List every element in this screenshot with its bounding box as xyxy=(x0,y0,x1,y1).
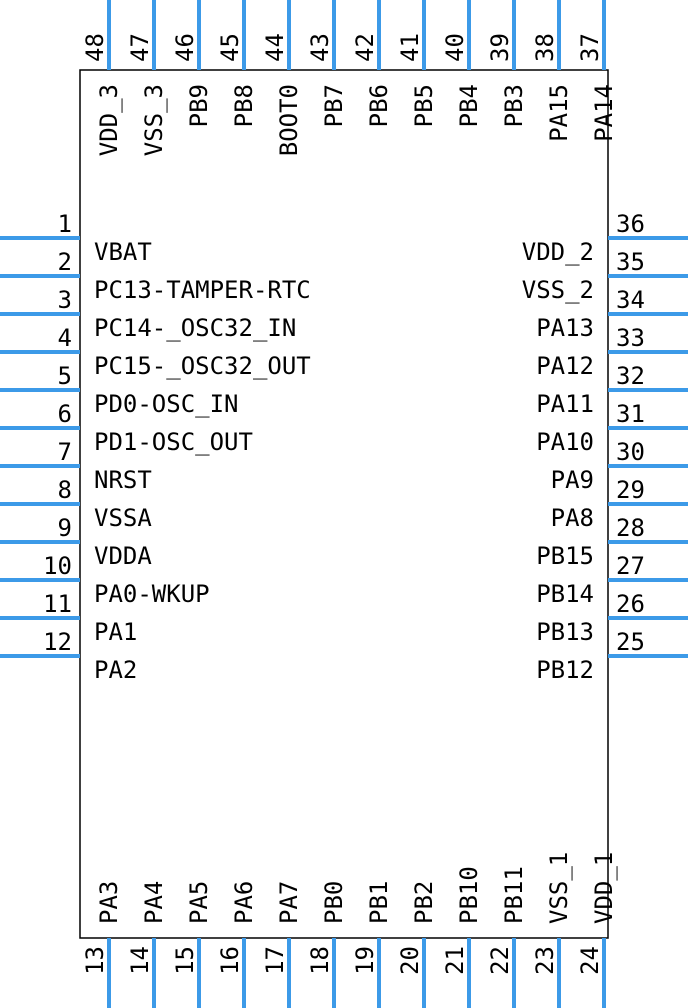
pin-label-25: PB12 xyxy=(536,656,594,684)
pin-label-29: PA8 xyxy=(551,504,594,532)
chip-pinout-diagram: 1 VBAT 2 PC13-TAMPER-RTC 3 PC14-_OSC32_IN 4 PC1… xyxy=(0,0,688,1008)
pin-label-27: PB14 xyxy=(536,580,594,608)
pin-label-6: PD1-OSC_OUT xyxy=(94,428,253,456)
pin-label-44: BOOT0 xyxy=(275,84,303,156)
pin-number-3: 3 xyxy=(58,286,72,314)
pin-label-9: VDDA xyxy=(94,542,152,570)
pin-number-7: 7 xyxy=(58,438,72,466)
chip-body xyxy=(80,70,608,938)
pin-label-37: PA14 xyxy=(590,84,618,142)
pin-label-13: PA3 xyxy=(95,881,123,924)
pin-label-24: VDD_1 xyxy=(590,852,618,924)
pin-number-35: 35 xyxy=(616,248,645,276)
pin-label-38: PA15 xyxy=(545,84,573,142)
pin-number-39: 39 xyxy=(486,33,514,62)
pin-number-4: 4 xyxy=(58,324,72,352)
pin-number-21: 21 xyxy=(441,946,469,975)
pin-label-22: PB11 xyxy=(500,866,528,924)
pin-number-27: 27 xyxy=(616,552,645,580)
pin-number-19: 19 xyxy=(351,946,379,975)
pin-label-34: PA13 xyxy=(536,314,594,342)
pin-label-39: PB3 xyxy=(500,84,528,127)
pin-number-2: 2 xyxy=(58,248,72,276)
pin-label-20: PB2 xyxy=(410,881,438,924)
pin-number-16: 16 xyxy=(216,946,244,975)
pin-number-5: 5 xyxy=(58,362,72,390)
pin-label-33: PA12 xyxy=(536,352,594,380)
pin-label-16: PA6 xyxy=(230,881,258,924)
pin-label-42: PB6 xyxy=(365,84,393,127)
pin-label-36: VDD_2 xyxy=(522,238,594,266)
pin-number-1: 1 xyxy=(58,210,72,238)
pin-number-44: 44 xyxy=(261,33,289,62)
pin-label-8: VSSA xyxy=(94,504,152,532)
pin-number-34: 34 xyxy=(616,286,645,314)
pin-label-26: PB13 xyxy=(536,618,594,646)
pin-number-13: 13 xyxy=(81,946,109,975)
pin-label-32: PA11 xyxy=(536,390,594,418)
pin-label-11: PA1 xyxy=(94,618,137,646)
pin-number-18: 18 xyxy=(306,946,334,975)
pin-label-43: PB7 xyxy=(320,84,348,127)
pin-number-11: 11 xyxy=(43,590,72,618)
pin-number-14: 14 xyxy=(126,946,154,975)
pin-number-10: 10 xyxy=(43,552,72,580)
pin-number-22: 22 xyxy=(486,946,514,975)
pin-label-10: PA0-WKUP xyxy=(94,580,210,608)
pin-label-18: PB0 xyxy=(320,881,348,924)
pin-number-38: 38 xyxy=(531,33,559,62)
pin-number-31: 31 xyxy=(616,400,645,428)
pin-label-23: VSS_1 xyxy=(545,852,573,924)
pin-number-29: 29 xyxy=(616,476,645,504)
pin-number-45: 45 xyxy=(216,33,244,62)
pin-label-41: PB5 xyxy=(410,84,438,127)
pin-number-46: 46 xyxy=(171,33,199,62)
pin-number-17: 17 xyxy=(261,946,289,975)
pin-number-25: 25 xyxy=(616,628,645,656)
pin-number-9: 9 xyxy=(58,514,72,542)
pin-label-17: PA7 xyxy=(275,881,303,924)
pin-number-40: 40 xyxy=(441,33,469,62)
pin-number-43: 43 xyxy=(306,33,334,62)
pin-number-12: 12 xyxy=(43,628,72,656)
pin-number-32: 32 xyxy=(616,362,645,390)
pin-label-28: PB15 xyxy=(536,542,594,570)
pin-number-20: 20 xyxy=(396,946,424,975)
pin-number-30: 30 xyxy=(616,438,645,466)
pin-number-24: 24 xyxy=(576,946,604,975)
pin-label-35: VSS_2 xyxy=(522,276,594,304)
pin-number-41: 41 xyxy=(396,33,424,62)
pin-number-28: 28 xyxy=(616,514,645,542)
pin-label-15: PA5 xyxy=(185,881,213,924)
pin-label-5: PD0-OSC_IN xyxy=(94,390,239,418)
pin-number-37: 37 xyxy=(576,33,604,62)
pin-label-19: PB1 xyxy=(365,881,393,924)
pin-number-23: 23 xyxy=(531,946,559,975)
pin-label-30: PA9 xyxy=(551,466,594,494)
pin-label-40: PB4 xyxy=(455,84,483,127)
pin-label-45: PB8 xyxy=(230,84,258,127)
pin-number-6: 6 xyxy=(58,400,72,428)
pin-number-42: 42 xyxy=(351,33,379,62)
pin-number-26: 26 xyxy=(616,590,645,618)
pin-label-1: VBAT xyxy=(94,238,152,266)
pin-label-48: VDD_3 xyxy=(95,84,123,156)
pin-label-14: PA4 xyxy=(140,881,168,924)
pin-number-8: 8 xyxy=(58,476,72,504)
pin-label-21: PB10 xyxy=(455,866,483,924)
pin-label-3: PC14-_OSC32_IN xyxy=(94,314,296,342)
pin-label-2: PC13-TAMPER-RTC xyxy=(94,276,311,304)
pin-number-36: 36 xyxy=(616,210,645,238)
pin-number-48: 48 xyxy=(81,33,109,62)
pin-label-31: PA10 xyxy=(536,428,594,456)
pin-number-33: 33 xyxy=(616,324,645,352)
pin-label-46: PB9 xyxy=(185,84,213,127)
pin-label-4: PC15-_OSC32_OUT xyxy=(94,352,311,380)
pin-label-47: VSS_3 xyxy=(140,84,168,156)
pin-label-12: PA2 xyxy=(94,656,137,684)
pin-number-15: 15 xyxy=(171,946,199,975)
pin-label-7: NRST xyxy=(94,466,152,494)
pin-number-47: 47 xyxy=(126,33,154,62)
